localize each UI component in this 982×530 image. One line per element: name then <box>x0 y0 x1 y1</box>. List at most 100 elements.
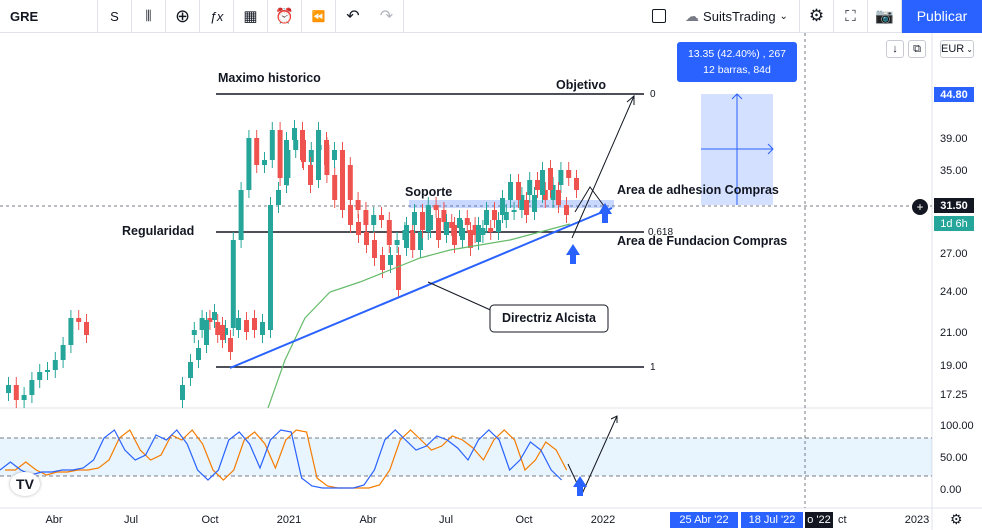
candle-body <box>412 212 417 225</box>
callout-pointer <box>427 281 496 313</box>
time-tick-label: ct <box>838 514 847 526</box>
candle-body <box>223 328 228 335</box>
foundation-label: Area de Fundacion Compras <box>617 234 787 248</box>
countdown-tag: 1d 6h <box>934 216 974 231</box>
toolbar-spacer <box>404 0 644 33</box>
support-label: Soporte <box>405 185 452 199</box>
buy-arrow-icon[interactable] <box>598 203 612 223</box>
save-layout-button[interactable]: ☁ SuitsTrading ⌄ <box>674 0 800 33</box>
candle-body <box>45 370 50 372</box>
templates-icon[interactable]: ▦ <box>234 0 268 33</box>
candle-body <box>558 170 564 185</box>
trendline-directriz[interactable] <box>229 207 613 369</box>
fullscreen-icon[interactable]: ⛶ <box>834 0 868 33</box>
indicators-icon[interactable]: ƒx <box>200 0 234 33</box>
candle-body <box>212 312 217 320</box>
projection-line-target[interactable] <box>571 95 635 239</box>
add-alert-icon[interactable]: + <box>912 199 928 215</box>
candle-body <box>277 130 283 178</box>
settings-gear-icon[interactable]: ⚙ <box>950 511 963 527</box>
candle-body <box>548 168 553 190</box>
layout-name: SuitsTrading <box>703 8 776 24</box>
fib-label-1: 1 <box>650 362 656 373</box>
cloud-icon: ☁ <box>685 7 700 24</box>
layout-button[interactable] <box>644 0 674 33</box>
candle-body <box>527 180 533 195</box>
candle-body <box>252 318 257 330</box>
candle-body <box>452 225 457 245</box>
candle-body <box>508 182 513 200</box>
tradingview-logo[interactable]: TV <box>10 472 40 496</box>
crosshair-date-tag: o '22 <box>805 512 833 528</box>
candle-body <box>428 215 433 230</box>
candle-body <box>60 345 66 360</box>
time-tick-label: 2021 <box>277 514 301 526</box>
gear-icon[interactable]: ⚙ <box>800 0 834 33</box>
candle-body <box>503 212 509 220</box>
candle-body <box>324 140 329 165</box>
candle-body <box>204 320 209 345</box>
candle-body <box>418 232 423 250</box>
candle-body <box>207 318 213 322</box>
projection-line-pullback[interactable] <box>574 186 605 213</box>
stoch-buy-arrow-icon[interactable] <box>573 476 587 496</box>
candle-body <box>441 210 447 222</box>
candle-body <box>488 228 494 232</box>
undo-icon[interactable]: ↶ <box>346 8 360 25</box>
candle-body <box>386 220 392 245</box>
candle-body <box>564 205 569 215</box>
restore-icon[interactable]: ⧉ <box>908 40 926 58</box>
target-label: Objetivo <box>556 78 606 92</box>
measure-arrow-right <box>767 143 774 155</box>
price-tick-label: 21.00 <box>940 327 968 339</box>
candle-body <box>84 322 89 335</box>
compare-add-icon[interactable]: ⊕ <box>166 0 200 33</box>
buy-arrow-icon[interactable] <box>566 244 580 264</box>
alert-icon[interactable]: ⏰ <box>268 0 302 33</box>
price-tick-label: 17.25 <box>940 389 968 401</box>
camera-icon[interactable]: 📷 <box>868 0 902 33</box>
time-tick-label: Jul <box>124 514 138 526</box>
candle-body <box>484 210 489 225</box>
candle-body <box>230 240 236 328</box>
publish-button[interactable]: Publicar <box>902 0 982 33</box>
price-tag-current: 31.50 <box>934 198 974 213</box>
measure-arrow-up <box>731 93 743 100</box>
candle-body <box>372 240 377 258</box>
candle-body <box>436 218 441 240</box>
interval-button[interactable]: S <box>98 0 132 33</box>
candle-body <box>300 130 305 160</box>
replay-icon[interactable]: ⏪ <box>302 0 336 33</box>
time-axis[interactable]: Abr Jul Oct 2021 Abr Jul Oct 2022 2023 ct <box>45 514 929 526</box>
candle-body <box>379 215 384 220</box>
price-tick-label: 24.00 <box>940 286 968 298</box>
redo-icon[interactable]: ↷ <box>370 0 404 33</box>
candle-body <box>348 205 353 225</box>
candle-body <box>347 165 353 200</box>
candle-body <box>332 150 337 160</box>
candle-body <box>535 180 540 190</box>
candle-body <box>292 128 297 140</box>
candle-body <box>293 140 299 150</box>
support-zone[interactable] <box>409 200 614 208</box>
candle-body <box>199 318 205 330</box>
time-tick-label: Abr <box>45 514 62 526</box>
currency-selector[interactable]: EUR ⌄ <box>940 40 974 58</box>
download-icon[interactable]: ↓ <box>886 40 904 58</box>
candle-body <box>260 322 265 335</box>
price-axis[interactable]: 39.00 35.00 27.00 24.00 21.00 19.00 17.25 100.0… <box>940 133 974 496</box>
candle-body <box>388 255 393 265</box>
price-chart[interactable]: Directriz Alcista Maximo historico Objet… <box>0 33 982 530</box>
candle-body <box>356 222 361 235</box>
candles-icon[interactable]: ⫼ <box>132 0 166 33</box>
top-toolbar: GRE S ⫼ ⊕ ƒx ▦ ⏰ ⏪ ↶ ↷ ☁ SuitsTrading ⌄ … <box>0 0 982 33</box>
price-tick-label: 19.00 <box>940 360 968 372</box>
price-tick-label: 35.00 <box>940 165 968 177</box>
max-label: Maximo historico <box>218 71 321 85</box>
callout-box[interactable] <box>489 304 609 333</box>
candle-body <box>284 140 289 185</box>
time-tick-label: Abr <box>359 514 376 526</box>
candle-body <box>380 255 385 270</box>
symbol-search-button[interactable]: GRE <box>0 0 98 33</box>
candle-body <box>68 318 74 345</box>
